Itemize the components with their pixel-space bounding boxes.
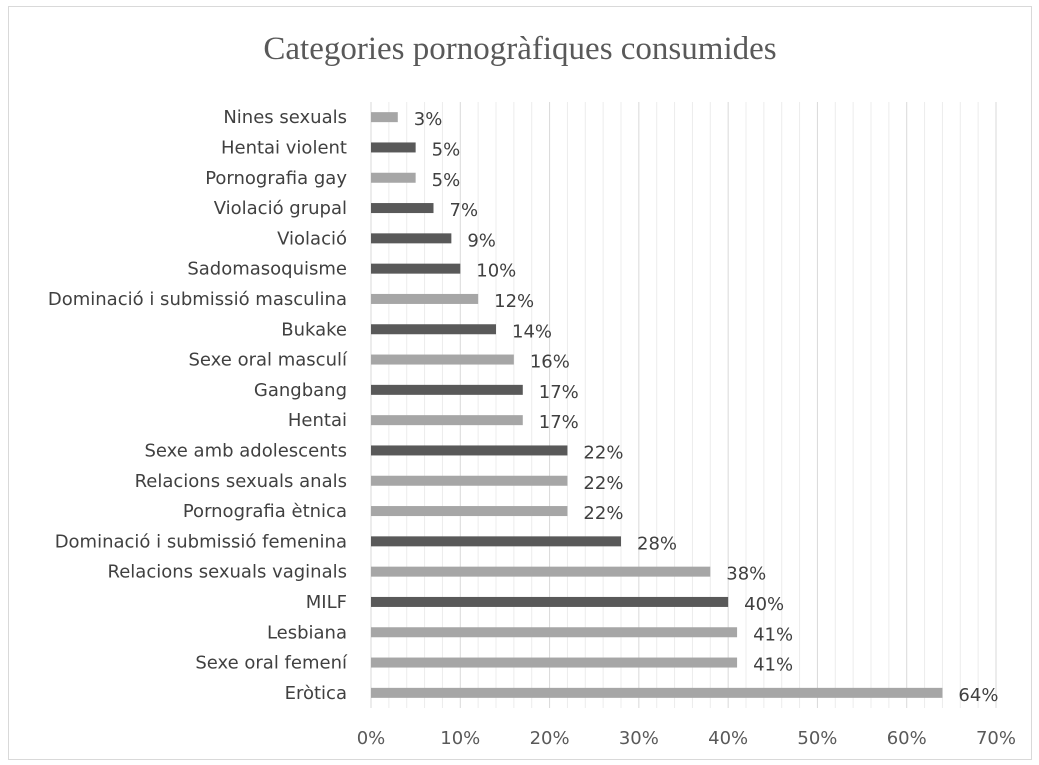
- category-label: Hentai: [288, 410, 347, 431]
- data-label: 17%: [539, 412, 579, 433]
- data-label: 22%: [583, 503, 623, 524]
- data-label: 5%: [432, 139, 461, 160]
- data-label: 22%: [583, 442, 623, 463]
- category-label: Violació grupal: [214, 198, 347, 219]
- category-label: Dominació i submissió masculina: [48, 289, 347, 310]
- x-tick-label: 50%: [797, 728, 837, 749]
- bar: [371, 142, 416, 153]
- bar: [371, 293, 479, 304]
- category-label: Violació: [277, 228, 347, 249]
- bar: [371, 475, 568, 486]
- data-label: 16%: [530, 352, 570, 373]
- bar: [371, 112, 398, 123]
- bar: [371, 384, 523, 395]
- bar: [371, 657, 738, 668]
- data-label: 40%: [744, 594, 784, 615]
- category-label: Relacions sexuals anals: [135, 471, 347, 492]
- category-label: Eròtica: [285, 683, 347, 704]
- x-tick-label: 10%: [440, 728, 480, 749]
- category-label: Sexe amb adolescents: [144, 440, 347, 461]
- data-label: 10%: [476, 261, 516, 282]
- category-label: Dominació i submissió femenina: [55, 531, 347, 552]
- bar: [371, 354, 514, 365]
- data-label: 38%: [726, 564, 766, 585]
- bar: [371, 536, 621, 547]
- bar: [371, 324, 496, 335]
- bar: [371, 566, 711, 577]
- category-label: Relacions sexuals vaginals: [108, 562, 347, 583]
- category-label: Pornografia gay: [205, 168, 347, 189]
- data-label: 22%: [583, 473, 623, 494]
- data-label: 17%: [539, 382, 579, 403]
- x-tick-label: 60%: [887, 728, 927, 749]
- bar: [371, 596, 729, 607]
- category-label: Hentai violent: [221, 137, 347, 158]
- category-label: Sadomasoquisme: [187, 259, 347, 280]
- category-label: Gangbang: [254, 380, 347, 401]
- x-tick-label: 40%: [708, 728, 748, 749]
- category-label: Lesbiana: [267, 622, 347, 643]
- category-label: Pornografia ètnica: [183, 501, 347, 522]
- category-label: Nines sexuals: [223, 107, 347, 128]
- bar: [371, 415, 523, 426]
- category-label: Bukake: [281, 319, 347, 340]
- data-label: 28%: [637, 533, 677, 554]
- x-tick-label: 70%: [976, 728, 1016, 749]
- bar: [371, 203, 434, 214]
- data-label: 14%: [512, 321, 552, 342]
- data-label: 41%: [753, 655, 793, 676]
- bar: [371, 263, 461, 274]
- data-label: 64%: [958, 685, 998, 706]
- bar: [371, 506, 568, 517]
- bar: [371, 687, 943, 698]
- x-tick-label: 30%: [619, 728, 659, 749]
- category-label: Sexe oral masculí: [189, 350, 348, 371]
- x-tick-label: 20%: [530, 728, 570, 749]
- bar: [371, 172, 416, 183]
- data-label: 5%: [432, 170, 461, 191]
- x-tick-label: 0%: [357, 728, 386, 749]
- chart-title: Categories pornogràfiques consumides: [263, 31, 777, 67]
- bar: [371, 445, 568, 456]
- data-label: 9%: [467, 230, 496, 251]
- data-label: 41%: [753, 624, 793, 645]
- bar: [371, 233, 452, 244]
- data-label: 3%: [414, 109, 443, 130]
- category-label: Sexe oral femení: [195, 653, 348, 674]
- category-label: MILF: [306, 592, 347, 613]
- data-label: 7%: [450, 200, 479, 221]
- data-label: 12%: [494, 291, 534, 312]
- bar: [371, 627, 738, 638]
